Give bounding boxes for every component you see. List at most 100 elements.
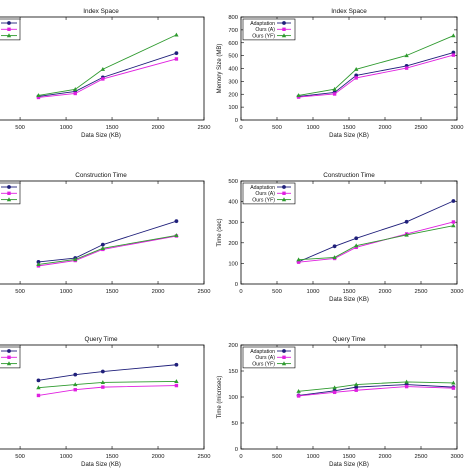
data-point — [451, 380, 456, 385]
legend-box — [242, 346, 296, 369]
data-point — [404, 219, 409, 224]
data-point — [100, 242, 105, 247]
series-line — [298, 35, 454, 96]
data-point — [451, 33, 456, 38]
chart-6: Query Time 0 500 1000 1500 2000 2500 3000 0 50 100… — [217, 336, 463, 468]
x-tick-label: 1000 — [60, 454, 73, 460]
legend-box — [242, 182, 296, 205]
chart-title: Query Time — [84, 336, 117, 343]
legend-marker — [7, 21, 11, 25]
x-tick-label: 0 — [239, 454, 242, 460]
data-point — [36, 385, 41, 390]
x-tick-label: 1500 — [106, 454, 119, 460]
legend — [0, 346, 21, 369]
x-tick-label: 500 — [15, 289, 25, 295]
x-tick-label: 1500 — [106, 289, 119, 295]
data-point — [296, 260, 301, 264]
x-tick-label: 500 — [272, 289, 282, 295]
legend-label: Ours (A) — [255, 27, 275, 33]
series-adaptation — [36, 219, 179, 264]
legend-marker — [281, 361, 287, 366]
series-line — [38, 52, 177, 97]
y-tick-label: 200 — [228, 241, 238, 247]
series-ours_a — [296, 384, 456, 398]
chart-title: Construction Time — [323, 172, 375, 179]
legend-box — [242, 18, 296, 41]
data-point — [36, 378, 41, 383]
data-point — [36, 393, 41, 398]
series-line — [38, 234, 177, 265]
y-tick-label: 500 — [228, 179, 238, 185]
data-point — [296, 257, 301, 262]
legend-marker — [282, 191, 286, 195]
data-point — [101, 385, 105, 389]
series-line — [298, 381, 454, 392]
chart-title: Query Time — [332, 336, 365, 343]
series-ours_yf — [36, 379, 179, 390]
data-point — [332, 92, 337, 96]
data-point — [404, 232, 409, 237]
y-tick-label: 150 — [228, 369, 238, 375]
legend-marker — [7, 185, 11, 189]
data-point — [174, 383, 179, 388]
legend-marker — [282, 349, 286, 353]
series-ours_yf — [296, 379, 456, 393]
data-point — [174, 219, 179, 224]
legend-marker — [6, 361, 12, 366]
y-tick-label: 0 — [235, 447, 238, 453]
legend-label: Adaptation — [250, 185, 275, 191]
data-point — [451, 386, 456, 390]
x-tick-label: 1500 — [343, 125, 356, 131]
data-point — [100, 380, 106, 385]
series-ours_a — [36, 234, 179, 268]
x-tick-label: 500 — [272, 125, 282, 131]
series-line — [298, 221, 454, 263]
data-point — [332, 86, 337, 91]
data-point — [174, 51, 179, 56]
y-tick-label: 700 — [228, 28, 238, 34]
x-tick-label: 1500 — [106, 125, 119, 131]
x-tick-label: 2500 — [198, 125, 211, 131]
x-tick-label: 2500 — [415, 125, 428, 131]
x-tick-label: 500 — [15, 125, 25, 131]
x-tick-label: 1500 — [343, 289, 356, 295]
data-point — [354, 66, 359, 71]
data-point — [404, 379, 409, 384]
data-point — [404, 66, 409, 70]
plot-frame — [0, 180, 205, 285]
data-point — [36, 93, 41, 98]
data-point — [174, 57, 179, 61]
series-line — [38, 220, 177, 263]
x-axis-label: Data Size (KB) — [329, 297, 369, 303]
y-tick-label: 400 — [228, 67, 238, 73]
y-tick-label: 400 — [228, 200, 238, 206]
data-point — [100, 369, 105, 374]
legend-marker — [282, 21, 286, 25]
series-line — [298, 386, 454, 397]
legend-marker — [282, 355, 286, 359]
data-point — [36, 262, 41, 267]
data-point — [451, 53, 456, 57]
data-point — [332, 385, 337, 390]
data-point — [354, 76, 358, 80]
x-tick-label: 2500 — [415, 454, 428, 460]
y-tick-label: 300 — [228, 79, 238, 85]
data-point — [332, 244, 337, 249]
data-point — [451, 199, 456, 203]
chart-title: Index Space — [83, 8, 119, 15]
series-adaptation — [296, 199, 456, 264]
data-point — [36, 260, 41, 264]
series-line — [38, 235, 177, 267]
series-line — [38, 385, 177, 396]
y-tick-label: 50 — [232, 421, 238, 427]
y-tick-label: 800 — [228, 15, 238, 21]
legend-label: Ours (A) — [255, 355, 275, 361]
y-tick-label: 0 — [235, 118, 238, 124]
data-point — [174, 362, 179, 367]
chart-2: Index Space 0 500 1000 1500 2000 2500 3000 0 100 2… — [217, 8, 463, 139]
legend-label: Ours (YF) — [252, 34, 275, 40]
legend-marker — [7, 191, 11, 195]
